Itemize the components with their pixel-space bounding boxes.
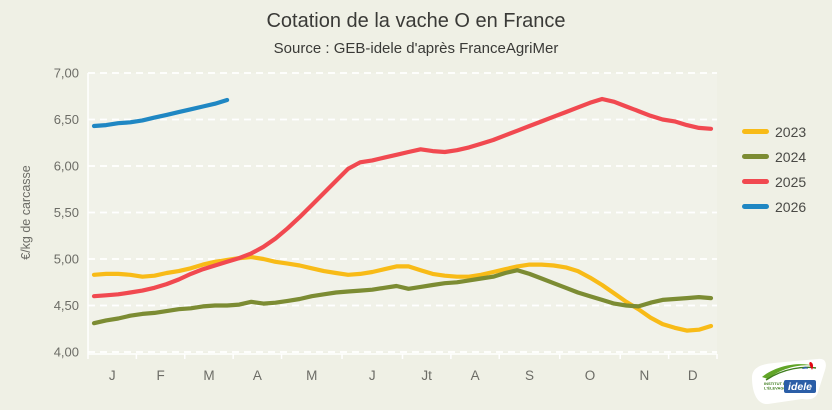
series-line-2024 xyxy=(91,268,714,326)
chart-legend: 2023 2024 2025 2026 xyxy=(742,119,806,219)
legend-label-2025: 2025 xyxy=(775,173,807,190)
month-label: M xyxy=(306,368,317,383)
legend-item-2023: 2023 xyxy=(742,119,806,144)
legend-label-2026: 2026 xyxy=(775,198,807,215)
y-tick-label: 4,50 xyxy=(54,298,79,313)
y-tick-label: 4,00 xyxy=(54,345,79,360)
logo-leaf-swoosh xyxy=(762,364,814,379)
month-label: N xyxy=(640,368,650,383)
y-axis-title: €/kg de carcasse xyxy=(19,165,33,260)
y-tick-label: 6,50 xyxy=(54,112,79,127)
month-label: J xyxy=(369,368,376,383)
legend-label-2023: 2023 xyxy=(775,123,807,140)
logo-bird-mark xyxy=(802,366,808,369)
y-tick-label: 7,00 xyxy=(54,66,79,81)
legend-label-2024: 2024 xyxy=(775,148,807,165)
series-line-2025 xyxy=(91,96,714,299)
y-tick-label: 5,50 xyxy=(54,205,79,220)
month-label: M xyxy=(203,368,214,383)
y-tick-label: 5,00 xyxy=(54,252,79,267)
month-label: O xyxy=(585,368,596,383)
legend-item-2024: 2024 xyxy=(742,144,806,169)
legend-swatch-2026 xyxy=(742,204,769,209)
idele-logo: INSTITUT DE L'ÉLEVAGE idele xyxy=(752,358,826,405)
logo-red-comma xyxy=(809,362,814,370)
legend-item-2026: 2026 xyxy=(742,194,806,219)
y-tick-label: 6,00 xyxy=(54,159,79,174)
month-label: Jt xyxy=(421,368,432,383)
legend-swatch-2025 xyxy=(742,179,769,184)
month-label: S xyxy=(525,368,534,383)
logo-institute-line1: INSTITUT DE xyxy=(764,381,789,386)
legend-swatch-2023 xyxy=(742,129,769,134)
logo-brand-text: idele xyxy=(788,381,812,393)
month-label: J xyxy=(109,368,116,383)
month-label: A xyxy=(253,368,262,383)
logo-brand-box xyxy=(784,380,816,393)
month-label: A xyxy=(471,368,480,383)
month-label: D xyxy=(688,368,698,383)
legend-swatch-2024 xyxy=(742,154,769,159)
series-line-2023 xyxy=(91,255,714,333)
legend-item-2025: 2025 xyxy=(742,169,806,194)
series-line-2026 xyxy=(91,97,230,129)
month-label: F xyxy=(156,368,164,383)
page-title: Cotation de la vache O en France xyxy=(266,10,566,32)
chart-subtitle: Source : GEB-idele d'après FranceAgriMer xyxy=(273,40,559,57)
logo-institute-line2: L'ÉLEVAGE xyxy=(764,386,787,391)
